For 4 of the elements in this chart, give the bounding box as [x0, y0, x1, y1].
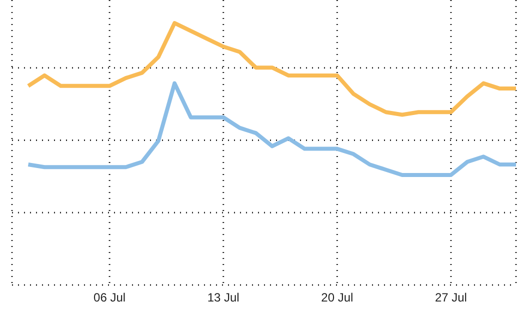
- x-tick-label: 13 Jul: [207, 290, 240, 305]
- x-tick-label: 27 Jul: [434, 290, 467, 305]
- x-tick-label: 20 Jul: [321, 290, 354, 305]
- x-tick-label: 06 Jul: [94, 290, 126, 305]
